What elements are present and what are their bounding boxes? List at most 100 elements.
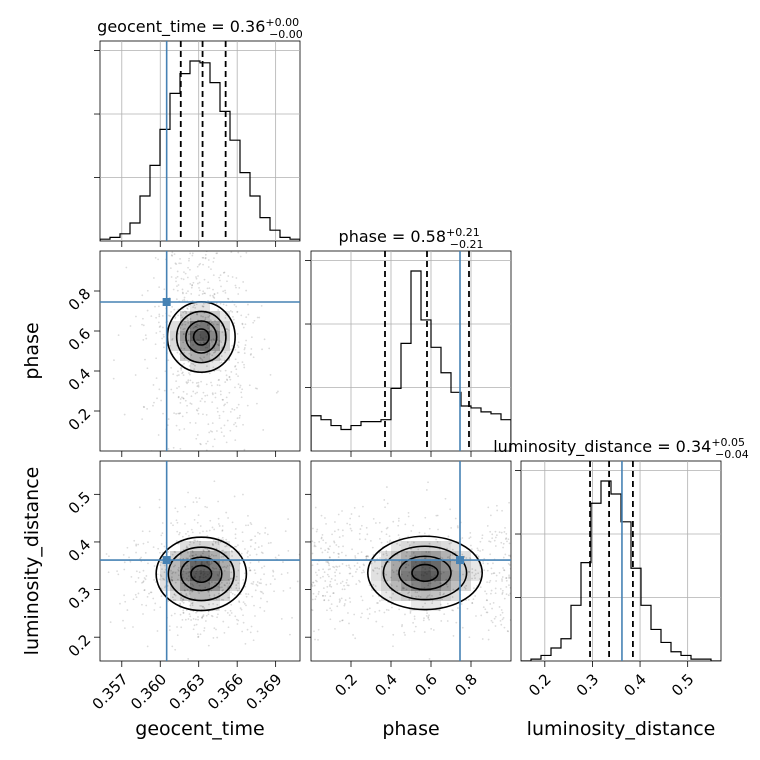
sample-point xyxy=(456,526,459,529)
sample-point xyxy=(317,638,319,641)
sample-point xyxy=(341,580,344,583)
sample-point xyxy=(185,311,188,313)
sample-point xyxy=(501,578,503,581)
sample-point xyxy=(203,607,206,609)
sample-point xyxy=(324,549,327,552)
sample-point xyxy=(218,340,221,342)
sample-point xyxy=(189,615,192,618)
sample-point xyxy=(402,587,404,590)
sample-point xyxy=(112,377,115,380)
sample-point xyxy=(158,388,161,391)
sample-point xyxy=(249,631,252,634)
sample-point xyxy=(237,403,240,406)
sample-point xyxy=(181,582,184,585)
sample-point xyxy=(480,614,483,617)
sample-point xyxy=(410,595,413,598)
sample-point xyxy=(441,557,444,560)
sample-point xyxy=(508,501,510,504)
sample-point xyxy=(220,598,223,601)
sample-point xyxy=(237,619,240,622)
sample-point xyxy=(338,553,340,555)
sample-point xyxy=(471,568,474,570)
panel-content xyxy=(100,461,300,661)
sample-point xyxy=(402,586,404,589)
sample-point xyxy=(236,310,239,313)
sample-point xyxy=(479,540,482,543)
sample-point xyxy=(222,589,225,591)
sample-point xyxy=(222,539,225,542)
sample-point xyxy=(142,405,145,408)
title-plus: +0.05 xyxy=(711,436,745,449)
sample-point xyxy=(502,556,505,559)
sample-point xyxy=(242,614,244,617)
sample-point xyxy=(336,566,339,568)
sample-point xyxy=(255,583,258,586)
sample-point xyxy=(180,314,182,317)
sample-point xyxy=(206,287,209,290)
sample-point xyxy=(195,457,197,459)
sample-point xyxy=(196,540,199,542)
sample-point xyxy=(204,505,207,508)
density-cell xyxy=(421,591,431,601)
sample-point xyxy=(479,550,481,552)
sample-point xyxy=(330,609,333,612)
sample-point xyxy=(181,316,184,319)
sample-point xyxy=(229,309,232,312)
sample-point xyxy=(220,556,223,558)
sample-point xyxy=(227,585,230,588)
sample-point xyxy=(182,341,185,344)
sample-point xyxy=(153,565,156,567)
sample-point xyxy=(190,619,192,621)
title-value: luminosity_distance = 0.34 xyxy=(493,437,711,457)
sample-point xyxy=(207,266,210,268)
sample-point xyxy=(240,396,243,399)
sample-point xyxy=(269,541,272,544)
sample-point xyxy=(320,514,323,517)
sample-point xyxy=(225,545,228,547)
sample-point xyxy=(161,314,164,317)
hist-panel-phase: phase = 0.58+0.21 −0.21 xyxy=(305,226,512,457)
density-cell xyxy=(160,581,170,591)
sample-point xyxy=(504,538,507,540)
panel-frame xyxy=(520,460,722,662)
density-cell xyxy=(421,571,431,581)
y-tick-label: 0.5 xyxy=(65,488,95,518)
sample-point xyxy=(239,414,241,417)
density-cell xyxy=(190,311,200,321)
sample-point xyxy=(245,339,248,342)
sample-point xyxy=(378,552,381,554)
sample-point xyxy=(373,560,376,563)
panel-frame xyxy=(99,40,301,242)
sample-point xyxy=(214,541,217,544)
sample-point xyxy=(261,566,263,569)
sample-point xyxy=(183,320,186,323)
sample-point xyxy=(174,594,177,597)
sample-point xyxy=(212,544,215,546)
sample-point xyxy=(415,595,417,598)
density-cell xyxy=(230,581,240,591)
sample-point xyxy=(442,593,445,596)
density-cell xyxy=(431,551,441,561)
sample-point xyxy=(185,381,188,384)
sample-point xyxy=(227,517,229,519)
sample-point xyxy=(214,396,217,399)
density-cell xyxy=(471,571,481,581)
sample-point xyxy=(167,448,170,450)
sample-point xyxy=(338,572,341,575)
sample-point xyxy=(179,602,182,605)
sample-point xyxy=(313,545,316,548)
sample-point xyxy=(109,621,112,623)
sample-point xyxy=(216,603,219,606)
density-cell xyxy=(180,341,190,351)
sample-point xyxy=(395,569,398,572)
sample-point xyxy=(192,306,195,309)
sample-point xyxy=(423,557,426,559)
sample-point xyxy=(499,614,502,616)
sample-point xyxy=(156,630,159,632)
sample-point xyxy=(206,353,208,356)
sample-point xyxy=(217,541,220,544)
sample-point xyxy=(154,602,157,605)
sample-point xyxy=(170,254,173,257)
density-cell xyxy=(220,321,230,331)
sample-point xyxy=(172,524,174,527)
